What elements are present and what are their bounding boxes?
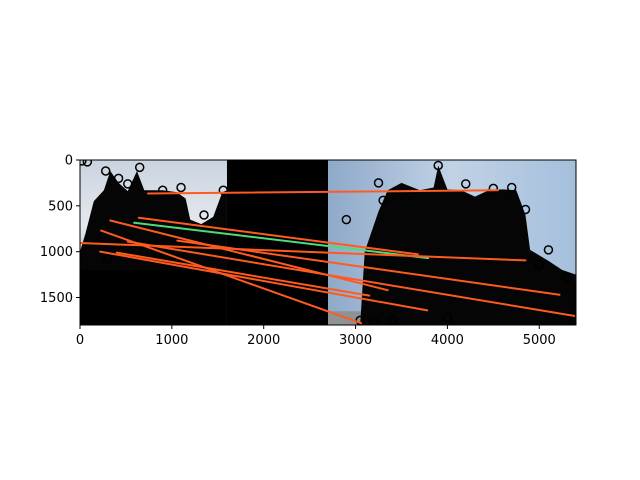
keypoints: [80, 160, 576, 325]
keypoint-marker: [566, 311, 576, 321]
keypoint-marker: [113, 173, 124, 184]
match-lines: [80, 189, 576, 325]
keypoint-marker: [100, 166, 111, 176]
x-tick-label: 4000: [431, 333, 464, 348]
x-tick-label: 3000: [339, 333, 372, 348]
keypoint-marker: [341, 214, 352, 225]
y-tick-label: 0: [65, 154, 73, 169]
keypoint-marker: [373, 178, 384, 188]
keypoint-marker: [134, 162, 145, 173]
keypoint-marker: [123, 179, 133, 189]
keypoint-marker: [369, 316, 379, 325]
y-tick-label: 1500: [40, 291, 73, 306]
match-line: [126, 240, 576, 317]
keypoint-marker: [82, 160, 93, 167]
match-line: [115, 251, 371, 297]
x-tick-label: 5000: [523, 333, 556, 348]
match-line: [146, 189, 499, 195]
x-tick-label: 1000: [155, 333, 188, 348]
keypoint-marker: [102, 254, 113, 264]
keypoint-marker: [562, 272, 572, 283]
x-axis: 0 1000 2000 3000 4000 5000: [76, 325, 556, 348]
image-panel-3: [80, 270, 227, 325]
keypoint-marker: [199, 210, 209, 220]
keypoint-marker: [80, 160, 87, 166]
x-tick-label: 0: [76, 333, 84, 348]
match-line: [99, 250, 429, 312]
keypoint-marker: [176, 182, 186, 193]
keypoint-marker: [442, 312, 453, 323]
silhouette-right: [360, 165, 576, 325]
keypoint-marker: [520, 204, 531, 215]
y-tick-label: 1000: [40, 245, 73, 260]
match-line: [133, 221, 430, 260]
y-tick-label: 500: [48, 199, 73, 214]
keypoint-marker: [461, 179, 471, 189]
keypoint-marker: [387, 315, 398, 325]
keypoint-marker: [506, 182, 517, 193]
axes-frame: [79, 159, 577, 326]
keypoint-marker: [543, 245, 554, 255]
match-line: [100, 229, 363, 325]
y-axis: 0 500 1000 1500: [40, 154, 80, 306]
match-line: [137, 216, 420, 256]
plot-area: [80, 160, 576, 325]
keypoint-marker: [488, 183, 499, 194]
image-panel-1: [226, 160, 328, 325]
keypoint-marker: [218, 185, 229, 195]
keypoint-marker: [534, 259, 545, 270]
match-line: [109, 219, 389, 292]
match-line: [176, 239, 561, 296]
x-tick-label: 2000: [247, 333, 280, 348]
keypoint-marker: [433, 160, 443, 171]
keypoint-marker: [378, 195, 388, 206]
